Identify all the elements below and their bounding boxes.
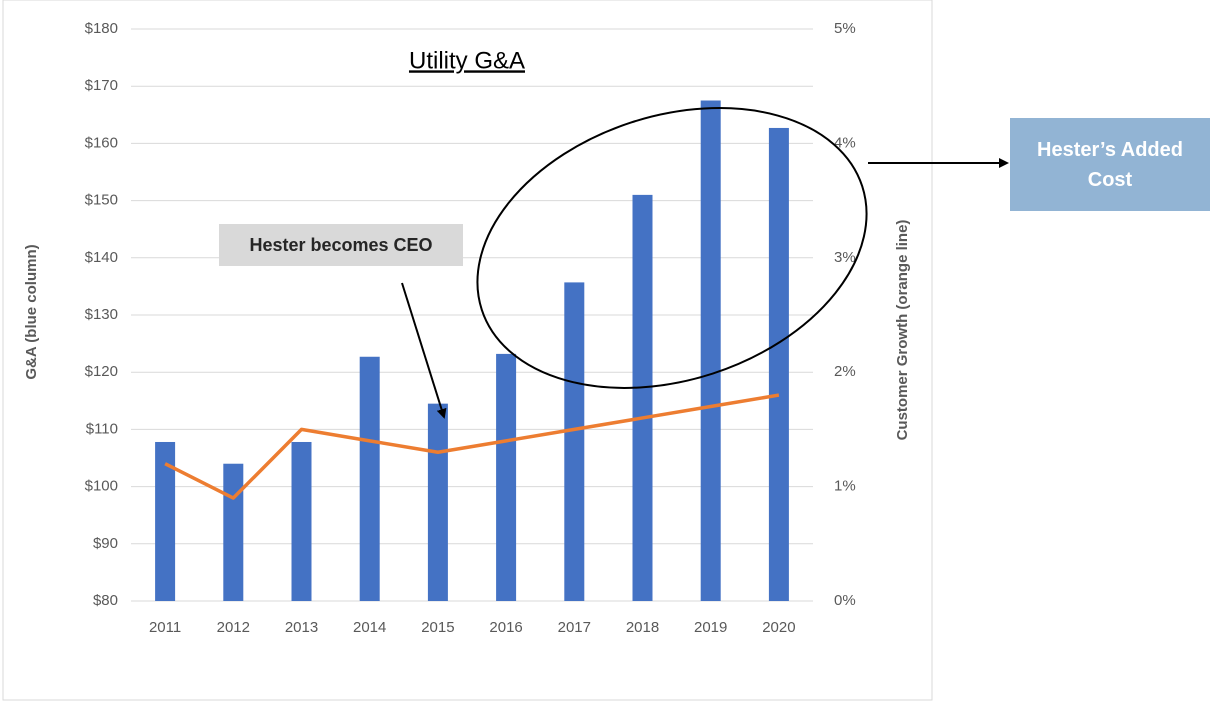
x-tick-label: 2015 [421, 619, 454, 636]
bar [223, 463, 244, 601]
chart-frame [2, 0, 933, 701]
x-tick-label: 2016 [489, 619, 522, 636]
y-tick-label: $120 [85, 363, 118, 380]
bar [632, 194, 653, 601]
y2-tick-label: 3% [834, 249, 856, 266]
bar [564, 282, 585, 601]
y2-tick-label: 2% [834, 363, 856, 380]
y2-tick-label: 0% [834, 592, 856, 609]
bar [496, 353, 517, 601]
bar [155, 441, 176, 601]
y-tick-label: $110 [86, 420, 118, 437]
y-tick-label: $150 [85, 192, 118, 209]
annotation-box: Hester’s Added Cost [1010, 118, 1210, 211]
x-tick-label: 2017 [558, 619, 591, 636]
chart-title: Utility G&A [409, 47, 525, 74]
highlight-ellipse [476, 107, 868, 389]
y-tick-label: $170 [85, 77, 118, 94]
bar [768, 127, 789, 602]
x-tick-label: 2011 [149, 619, 181, 636]
y2-tick-label: 1% [834, 478, 856, 495]
y-tick-label: $80 [93, 592, 118, 609]
bar [427, 403, 448, 601]
y2-axis-label: Customer Growth (orange line) [894, 220, 911, 441]
y-tick-label: $180 [85, 20, 118, 37]
y2-tick-label: 5% [834, 20, 856, 37]
y-tick-label: $90 [93, 535, 118, 552]
x-tick-label: 2012 [217, 619, 250, 636]
annotation-box: Hester becomes CEO [219, 224, 463, 266]
y-tick-label: $140 [85, 249, 118, 266]
x-tick-label: 2019 [694, 619, 727, 636]
y-tick-label: $130 [85, 306, 118, 323]
y-tick-label: $160 [85, 134, 118, 151]
y-tick-label: $100 [85, 478, 118, 495]
x-tick-label: 2014 [353, 619, 386, 636]
y2-tick-label: 4% [834, 134, 856, 151]
arrow [401, 282, 447, 419]
line [164, 393, 780, 500]
y-axis-label: G&A (blue column) [23, 244, 40, 379]
x-tick-label: 2020 [762, 619, 795, 636]
bar [700, 100, 721, 601]
bar [291, 441, 312, 601]
x-tick-label: 2013 [285, 619, 318, 636]
bar [359, 356, 380, 601]
x-tick-label: 2018 [626, 619, 659, 636]
plot: $80 $90 $100 $110 $120 $130 $140 $150 $160 $170 $1… [85, 20, 856, 636]
